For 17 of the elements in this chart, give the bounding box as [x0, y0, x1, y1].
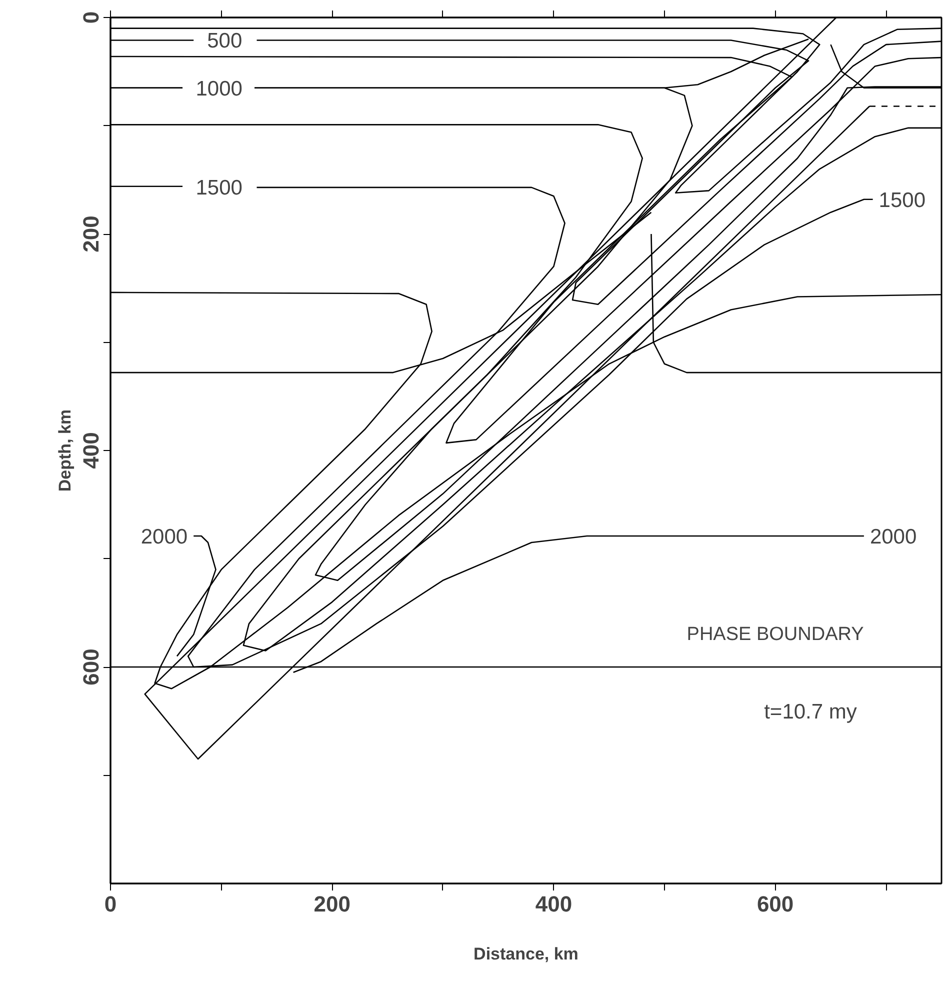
legend-label: 500 [207, 30, 242, 53]
series-label: 1000 [196, 77, 242, 100]
y-tick-label: 400 [78, 432, 104, 469]
y-tick-label: 200 [78, 216, 104, 252]
annotation: t=10.7 my [764, 700, 858, 724]
series-label: 2000 [140, 526, 188, 549]
y-tick-label: 600 [78, 648, 104, 686]
y-axis-title: Depth, km [56, 409, 74, 492]
x-axis-title: Distance, km [474, 944, 578, 964]
x-tick-label: 400 [535, 892, 572, 916]
x-tick-label: 600 [756, 892, 794, 916]
ref-line-label: PHASE BOUNDARY [686, 624, 864, 645]
series-label: 2000 [870, 526, 917, 549]
series-label: 1500 [878, 188, 926, 212]
text: 1500 [196, 176, 242, 200]
y-tick-label: 0 [78, 11, 104, 24]
x-tick-label: 200 [314, 892, 350, 916]
